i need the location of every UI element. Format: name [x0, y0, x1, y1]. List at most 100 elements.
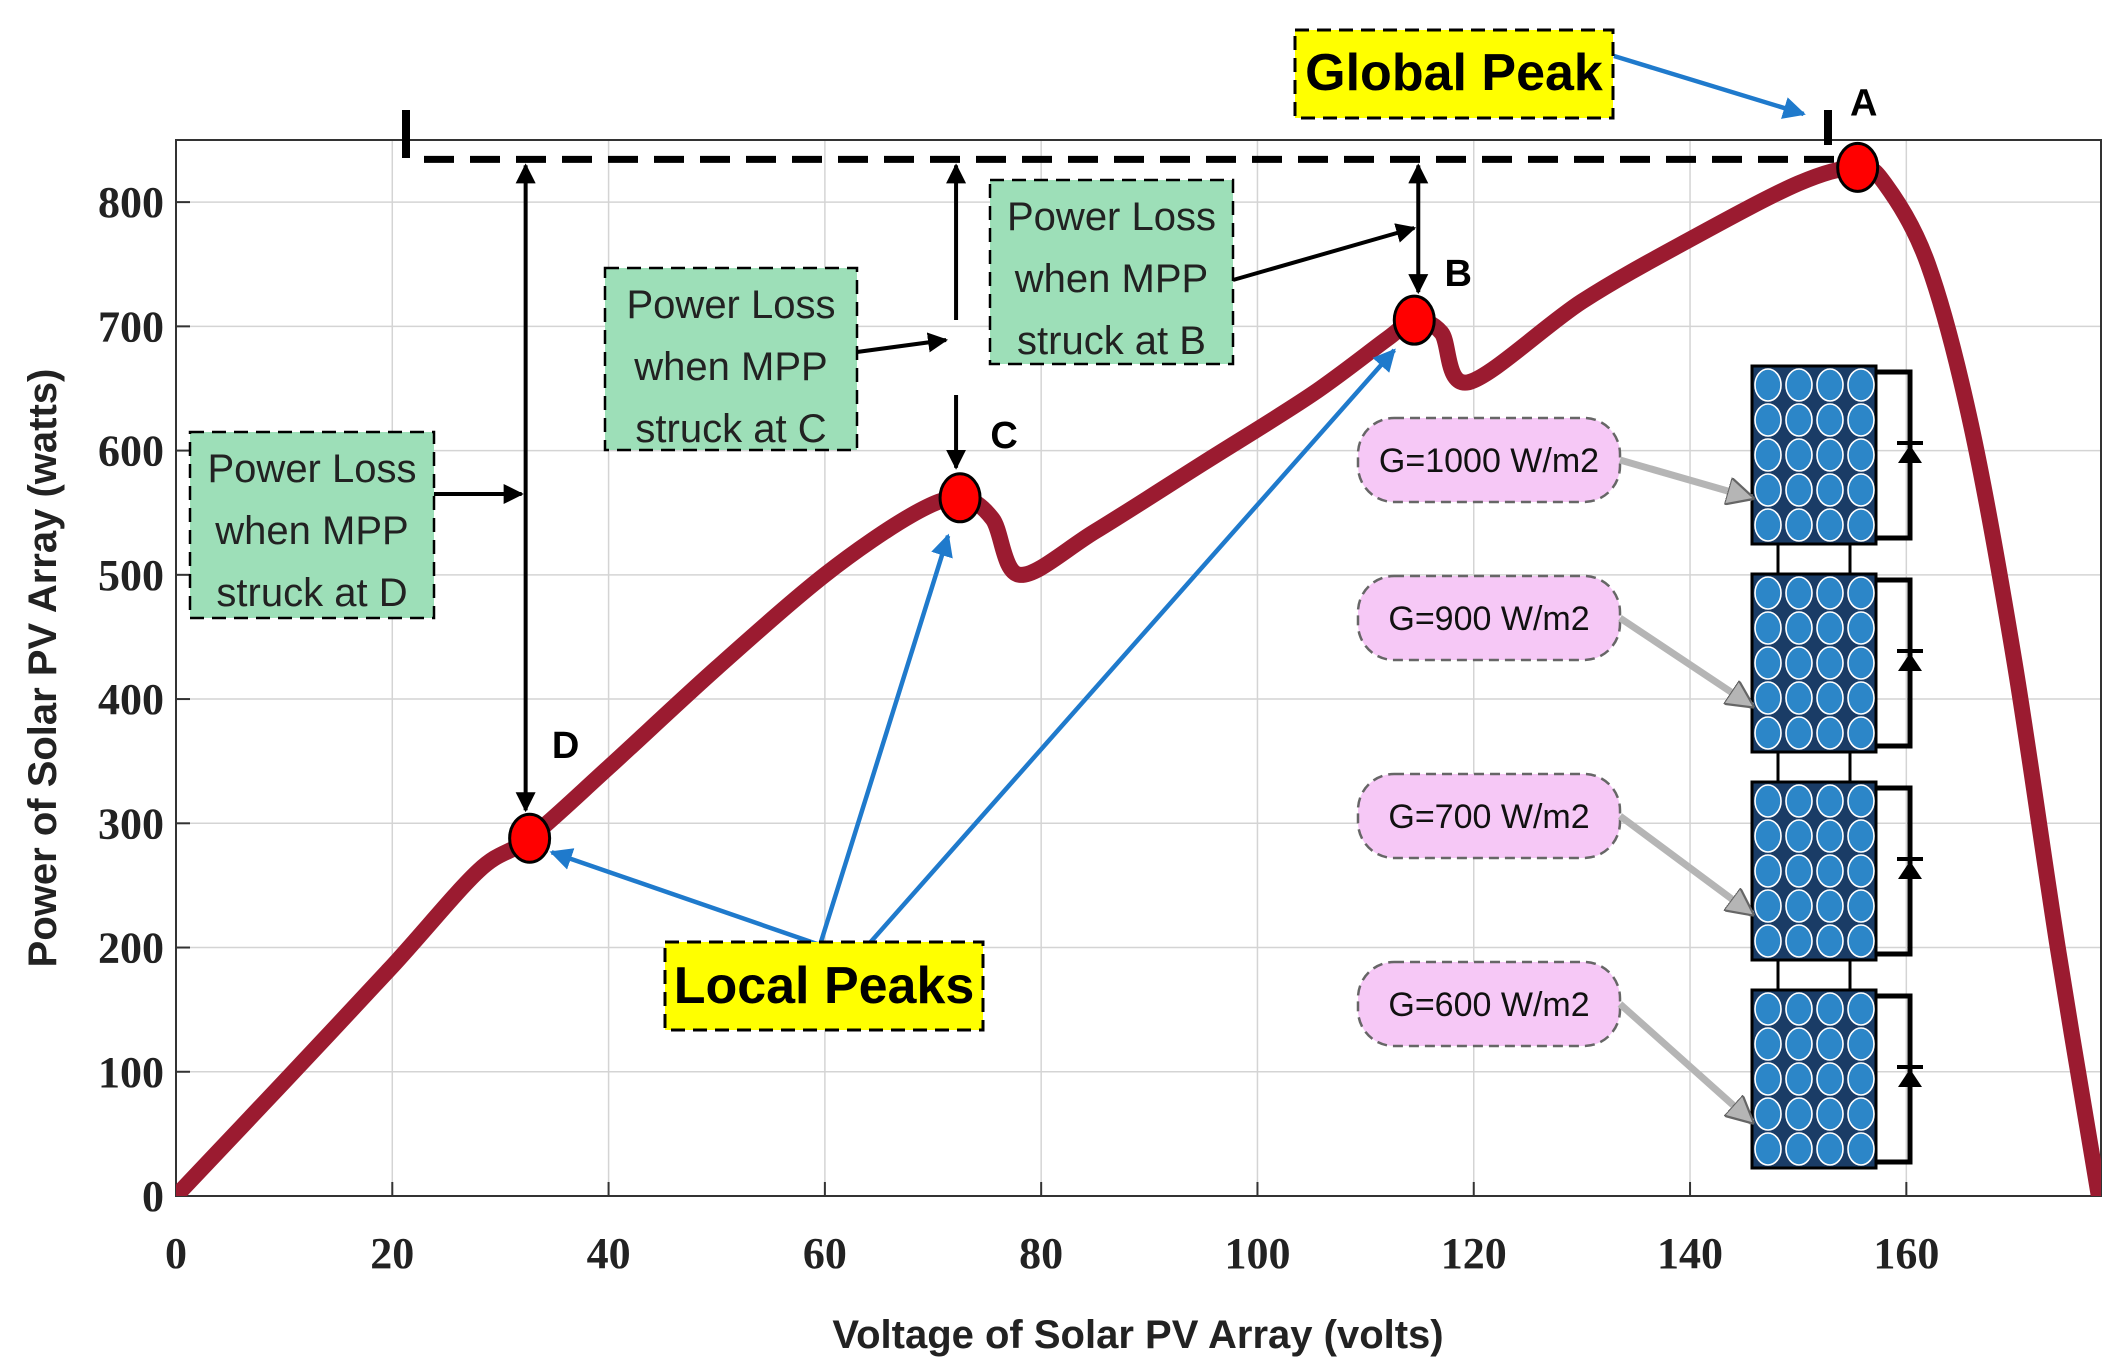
pv-cell	[1816, 576, 1844, 610]
irradiance-pill	[1356, 772, 1622, 860]
peak-label-c: C	[990, 415, 1017, 457]
pv-cell	[1754, 1097, 1782, 1131]
y-tick-label: 100	[98, 1048, 164, 1097]
power-loss-b-pointer	[1232, 223, 1417, 282]
axis-ticks: 0 20 40 60 80 100 120 140 160 0 100 200 300 400 500 600…	[98, 178, 1939, 1278]
pv-module	[1750, 364, 1923, 574]
pv-cell	[1847, 1132, 1875, 1166]
pv-cell	[1785, 716, 1813, 750]
y-tick-label: 500	[98, 551, 164, 600]
pv-cell	[1847, 819, 1875, 853]
x-tick-label: 40	[587, 1229, 631, 1278]
arrow-to-peak-d	[549, 848, 821, 948]
y-tick-label: 0	[142, 1172, 164, 1221]
bypass-diode-icon	[1898, 1069, 1922, 1087]
pv-cell	[1847, 646, 1875, 680]
y-tick-label: 600	[98, 427, 164, 476]
bypass-diode-icon	[1898, 861, 1922, 879]
pv-cell	[1754, 992, 1782, 1026]
reference-lines	[402, 110, 1838, 813]
pv-cell	[1847, 368, 1875, 402]
pv-cell	[1754, 438, 1782, 472]
pv-cell	[1785, 1132, 1813, 1166]
power-loss-c: Power Loss when MPP struck at C	[603, 266, 949, 452]
pv-cell	[1847, 992, 1875, 1026]
power-loss-c-line: Power Loss	[627, 283, 836, 327]
y-tick-label: 800	[98, 178, 164, 227]
pv-cell	[1847, 716, 1875, 750]
pv-cell	[1785, 646, 1813, 680]
power-loss-d-line: Power Loss	[208, 447, 417, 491]
global-peak-callout: Global Peak	[1293, 28, 1615, 120]
peak-label-d: D	[552, 725, 579, 767]
pv-cell	[1754, 368, 1782, 402]
pv-cell	[1785, 992, 1813, 1026]
pv-cell	[1847, 403, 1875, 437]
pv-cell	[1816, 1027, 1844, 1061]
arrow-to-peak-b	[866, 348, 1396, 947]
pv-cell	[1816, 1097, 1844, 1131]
pv-string-illustration	[1750, 364, 1923, 1170]
power-loss-b-box	[988, 178, 1235, 366]
power-loss-d-box	[188, 430, 436, 620]
irradiance-pointer	[1617, 1001, 1752, 1122]
pv-cell	[1816, 611, 1844, 645]
local-peaks-callout: Local Peaks	[663, 940, 985, 1032]
pv-cell	[1754, 681, 1782, 715]
arrow-to-peak-a	[1613, 53, 1806, 119]
power-loss-b-line: struck at B	[1017, 319, 1206, 363]
power-loss-c-pointer	[856, 332, 949, 354]
power-loss-b-line: when MPP	[1014, 257, 1208, 301]
local-peaks-label: Local Peaks	[674, 957, 975, 1015]
pv-cell	[1754, 646, 1782, 680]
x-tick-label: 0	[165, 1229, 187, 1278]
peak-markers: A B C D	[508, 82, 1880, 864]
pv-cell	[1754, 508, 1782, 542]
power-loss-b: Power Loss when MPP struck at B	[988, 178, 1417, 366]
x-tick-label: 60	[803, 1229, 847, 1278]
x-axis-title: Voltage of Solar PV Array (volts)	[832, 1313, 1443, 1357]
pv-cell	[1847, 1062, 1875, 1096]
pv-cell	[1785, 438, 1813, 472]
power-loss-c-line: when MPP	[633, 345, 827, 389]
pv-cell	[1785, 1097, 1813, 1131]
irradiance-labels: G=1000 W/m2 G=900 W/m2 G=700 W/m2 G=600 W/m…	[1356, 416, 1752, 1122]
x-tick-label: 100	[1224, 1229, 1290, 1278]
pv-cell	[1754, 1132, 1782, 1166]
irradiance-pointer	[1618, 615, 1752, 706]
pv-cell	[1785, 854, 1813, 888]
pv-cell	[1754, 403, 1782, 437]
pv-cell	[1847, 611, 1875, 645]
pv-cell	[1785, 819, 1813, 853]
irradiance-pill	[1356, 416, 1622, 504]
y-tick-label: 300	[98, 799, 164, 848]
irradiance-pointer	[1619, 456, 1752, 498]
pv-cell	[1754, 889, 1782, 923]
pv-cell	[1847, 508, 1875, 542]
peak-pointer-arrows	[549, 53, 1806, 948]
power-loss-d-line: struck at D	[216, 571, 407, 615]
pv-cell	[1754, 611, 1782, 645]
power-loss-boxes: Power Loss when MPP struck at D Power Loss w…	[188, 178, 1417, 620]
power-loss-c-box	[603, 266, 859, 452]
pv-cell	[1754, 1027, 1782, 1061]
pv-cell	[1847, 473, 1875, 507]
pv-cell	[1816, 508, 1844, 542]
irradiance-text: G=1000 W/m2	[1379, 442, 1599, 480]
power-loss-c-line: struck at C	[635, 407, 826, 451]
pv-cell	[1816, 924, 1844, 958]
pv-cell	[1847, 576, 1875, 610]
pv-cell	[1847, 681, 1875, 715]
pv-cell	[1785, 576, 1813, 610]
peak-label-b: B	[1445, 253, 1472, 295]
irradiance-label: G=700 W/m2	[1356, 772, 1752, 914]
pv-cell	[1754, 1062, 1782, 1096]
pv-cell	[1754, 819, 1782, 853]
pv-cell	[1754, 924, 1782, 958]
x-tick-label: 160	[1873, 1229, 1939, 1278]
pv-cell	[1785, 403, 1813, 437]
pv-cell	[1816, 646, 1844, 680]
pv-cell	[1816, 992, 1844, 1026]
x-tick-label: 140	[1657, 1229, 1723, 1278]
